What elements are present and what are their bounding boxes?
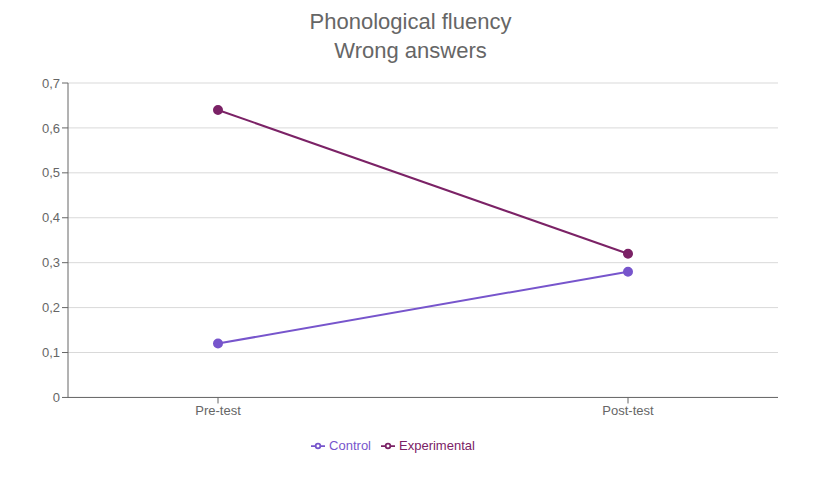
svg-text:0,2: 0,2 xyxy=(42,300,60,315)
html-text:Phonological fluency Wrong ans: Phonological fluency Wrong answers xyxy=(309,9,512,63)
html-text:Experimental: Experimental xyxy=(399,437,475,453)
svg-text:0,6: 0,6 xyxy=(42,121,60,136)
svg-text:0,3: 0,3 xyxy=(42,255,60,270)
svg-text:0,1: 0,1 xyxy=(42,345,60,360)
svg-text:Pre-test: Pre-test xyxy=(195,403,241,418)
svg-text:0: 0 xyxy=(53,390,60,405)
svg-text:Post-test: Post-test xyxy=(602,403,654,418)
svg-text:0,4: 0,4 xyxy=(42,211,60,226)
svg-text:0,5: 0,5 xyxy=(42,166,60,181)
svg-text:0,7: 0,7 xyxy=(42,76,60,91)
html-text:Control: Control xyxy=(329,437,371,453)
